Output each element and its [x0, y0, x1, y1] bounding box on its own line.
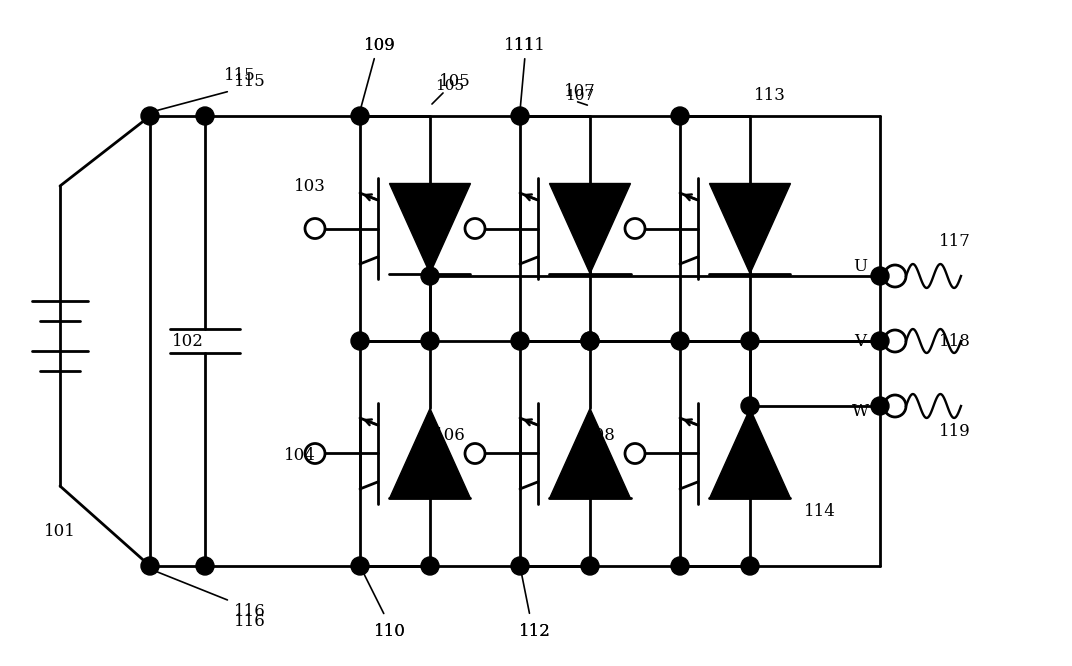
Text: 101: 101 — [44, 523, 76, 539]
Text: 115: 115 — [224, 67, 256, 85]
Circle shape — [581, 332, 599, 350]
Circle shape — [671, 557, 689, 575]
Text: 116: 116 — [234, 603, 266, 619]
Text: 118: 118 — [939, 332, 971, 350]
Polygon shape — [710, 408, 790, 498]
Circle shape — [741, 397, 759, 415]
Text: 114: 114 — [804, 503, 836, 519]
Circle shape — [511, 107, 528, 125]
Circle shape — [741, 557, 759, 575]
Text: 104: 104 — [284, 448, 316, 464]
Polygon shape — [550, 184, 630, 274]
Circle shape — [421, 332, 440, 350]
Circle shape — [511, 332, 528, 350]
Text: 102: 102 — [173, 332, 204, 350]
Text: W: W — [851, 402, 868, 420]
Polygon shape — [550, 408, 630, 498]
Text: 107: 107 — [564, 83, 596, 99]
Text: 112: 112 — [519, 623, 551, 639]
Polygon shape — [389, 184, 471, 274]
Circle shape — [741, 332, 759, 350]
Circle shape — [671, 332, 689, 350]
Polygon shape — [710, 184, 790, 274]
Circle shape — [870, 267, 889, 285]
Text: 116: 116 — [234, 613, 266, 629]
Text: U: U — [853, 258, 867, 274]
Text: 110: 110 — [374, 623, 406, 639]
Circle shape — [351, 557, 369, 575]
Circle shape — [870, 397, 889, 415]
Circle shape — [511, 557, 528, 575]
Text: 112: 112 — [519, 623, 551, 639]
Text: 108: 108 — [584, 428, 616, 444]
Text: 117: 117 — [939, 232, 971, 250]
Text: 105: 105 — [440, 73, 471, 89]
Circle shape — [196, 557, 214, 575]
Text: 111: 111 — [504, 37, 536, 55]
Circle shape — [421, 267, 440, 285]
Polygon shape — [389, 408, 471, 498]
Circle shape — [196, 107, 214, 125]
Text: 110: 110 — [374, 623, 406, 639]
Circle shape — [870, 332, 889, 350]
Text: 119: 119 — [939, 422, 971, 440]
Circle shape — [581, 332, 599, 350]
Text: V: V — [854, 332, 866, 350]
Circle shape — [671, 107, 689, 125]
Circle shape — [351, 107, 369, 125]
Circle shape — [142, 107, 159, 125]
Text: 115: 115 — [234, 73, 266, 89]
Circle shape — [581, 557, 599, 575]
Text: 113: 113 — [754, 87, 786, 105]
Circle shape — [351, 332, 369, 350]
Text: 107: 107 — [565, 89, 595, 103]
Text: 111: 111 — [515, 37, 546, 55]
Text: 103: 103 — [294, 178, 326, 194]
Text: 109: 109 — [364, 37, 396, 55]
Text: 105: 105 — [435, 79, 464, 93]
Text: 109: 109 — [364, 37, 396, 55]
Text: 106: 106 — [434, 428, 466, 444]
Circle shape — [142, 557, 159, 575]
Circle shape — [421, 557, 440, 575]
